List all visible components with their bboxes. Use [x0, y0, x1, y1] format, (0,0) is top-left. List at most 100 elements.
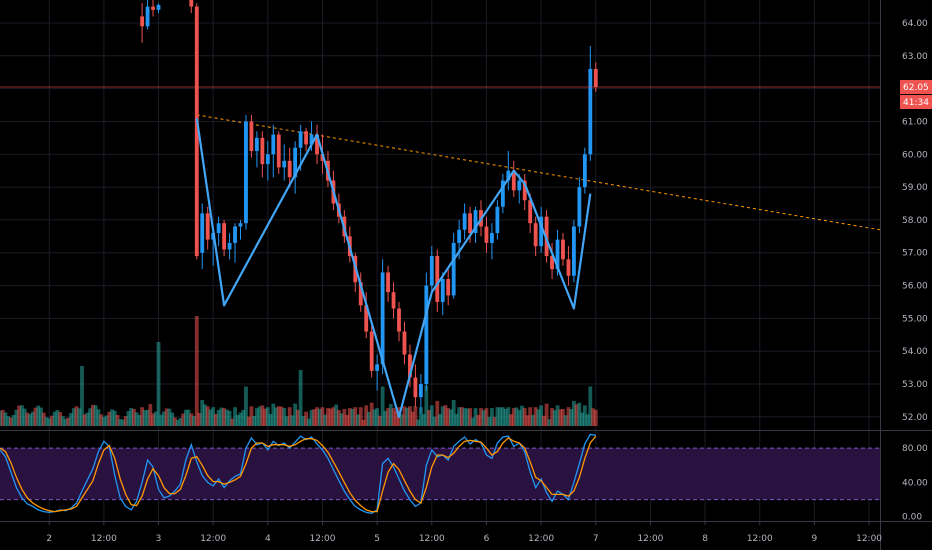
time-tick-label: 5: [374, 534, 380, 544]
volume-bar: [129, 408, 134, 426]
candle-body: [375, 364, 380, 371]
volume-bar: [380, 386, 385, 426]
candle-body: [216, 223, 221, 234]
volume-bar: [244, 386, 248, 426]
candle-body: [397, 308, 401, 332]
candle-body: [561, 239, 565, 260]
candle-body: [293, 147, 298, 178]
candle-body: [490, 233, 494, 243]
candle-body: [156, 4, 161, 10]
candle-body: [276, 134, 281, 168]
volume-bar: [312, 409, 317, 426]
candle-body: [222, 223, 227, 250]
volume-bar: [279, 406, 284, 426]
volume-bar: [432, 416, 437, 426]
volume-bar: [104, 415, 109, 426]
volume-bar: [19, 405, 24, 426]
volume-bar: [544, 403, 549, 426]
volume-bar: [334, 404, 339, 426]
time-tick-label: 3: [156, 534, 162, 544]
volume-bar: [438, 413, 442, 426]
candle-body: [550, 256, 554, 270]
volume-bar: [558, 409, 563, 426]
volume-bar: [39, 407, 43, 426]
trendline-line: [196, 114, 881, 231]
volume-bar: [28, 413, 32, 426]
volume-bar: [408, 406, 412, 426]
volume-bar: [211, 407, 216, 426]
trendline: [196, 114, 881, 231]
volume-bar: [539, 405, 544, 426]
volume-bar: [500, 407, 505, 426]
volume-bar: [282, 408, 287, 426]
volume-bar: [156, 342, 161, 426]
volume-bar: [91, 404, 95, 426]
volume-bar: [410, 411, 415, 426]
volume-bar: [317, 408, 322, 426]
volume-bar: [421, 413, 426, 426]
price-tick-label: 61.00: [902, 117, 928, 127]
volume-bar: [345, 414, 349, 426]
countdown-tag: [900, 94, 932, 109]
volume-bar: [186, 409, 191, 426]
price-tick-label: 54.00: [902, 347, 928, 357]
volume-bar: [569, 409, 574, 426]
volume-bar: [183, 409, 188, 426]
volume-bar: [506, 407, 511, 426]
volume-bar: [342, 409, 347, 426]
candle-body: [500, 180, 505, 207]
candle-body: [369, 331, 374, 371]
volume-bar: [99, 414, 104, 426]
candle-body: [249, 121, 254, 151]
volume-bar: [230, 418, 235, 426]
volume-bar: [11, 414, 16, 426]
volume-bar: [454, 413, 459, 426]
volume-bar: [585, 414, 590, 426]
volume-bar: [470, 417, 475, 426]
volume-bar: [459, 407, 464, 426]
volume-bar: [375, 408, 380, 426]
volume-bar: [71, 408, 76, 426]
volume-bar: [30, 411, 35, 426]
grid: [0, 0, 880, 521]
volume-bar: [200, 400, 205, 426]
candle-body: [435, 256, 440, 302]
volume-bar: [263, 408, 268, 426]
volume-bar: [293, 403, 298, 426]
volume-bar: [356, 414, 360, 426]
volume-bar: [55, 409, 60, 426]
volume-bar: [77, 408, 82, 426]
volume-bar: [522, 408, 527, 426]
volume-bar: [391, 408, 396, 426]
candle-body: [200, 213, 205, 253]
volume-bar: [69, 413, 73, 426]
volume-bar: [246, 416, 251, 426]
volume-bar: [465, 408, 470, 426]
candle-body: [577, 187, 582, 227]
volume-bar: [203, 404, 207, 426]
candle-body: [227, 242, 232, 250]
volume-bar: [301, 416, 306, 426]
volume-bar: [416, 419, 421, 426]
volume-bar: [399, 414, 404, 426]
volume-bar: [566, 407, 571, 426]
volume-bar: [511, 408, 516, 426]
time-tick-label: 8: [702, 534, 708, 544]
candle-body: [555, 239, 560, 270]
volume-bar: [377, 415, 382, 426]
volume-bar: [257, 406, 262, 426]
candle-body: [511, 170, 516, 191]
volume-bar: [388, 404, 393, 426]
time-tick-label: 9: [812, 534, 818, 544]
volume-bar: [528, 407, 533, 426]
candle-body: [260, 137, 265, 165]
time-tick-label: 12:00: [747, 534, 773, 544]
price-tick-label: 64.00: [902, 19, 928, 29]
price-tick-label: 63.00: [902, 52, 928, 62]
volume-bar: [588, 386, 593, 426]
volume-bar: [159, 414, 164, 426]
volume-bar: [213, 414, 218, 426]
candle-body: [446, 279, 451, 296]
candle-body: [495, 206, 500, 234]
candle-body: [424, 285, 429, 385]
